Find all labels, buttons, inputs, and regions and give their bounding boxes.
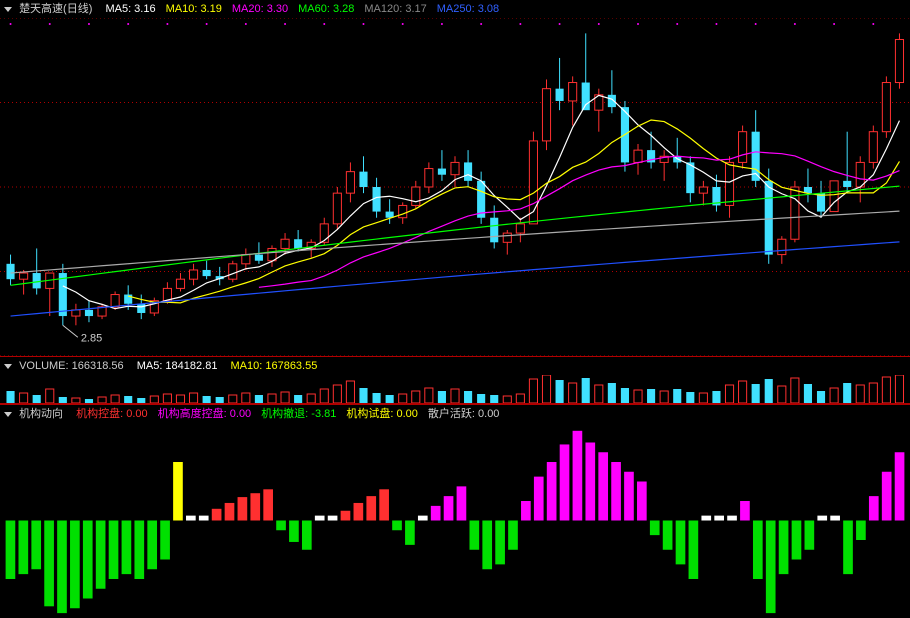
indicator-item: 机构高度控盘: 0.00 (158, 408, 252, 420)
indicator-title: 机构动向 (19, 408, 63, 420)
indicator-item: 机构试盘: 0.00 (346, 408, 418, 420)
volume-ma5: MA5: 184182.81 (137, 360, 218, 372)
ma-label: MA20: 3.30 (232, 3, 288, 15)
chevron-down-icon[interactable] (4, 412, 12, 417)
ma-label: MA10: 3.19 (166, 3, 222, 15)
ma-label: MA120: 3.17 (364, 3, 426, 15)
indicator-item: 机构撤退: -3.81 (261, 408, 336, 420)
svg-text:2.85: 2.85 (81, 332, 102, 344)
volume-title: VOLUME: (19, 360, 69, 372)
chevron-down-icon[interactable] (4, 364, 12, 369)
indicator-item: 机构控盘: 0.00 (76, 408, 148, 420)
indicator-header: 机构动向 机构控盘: 0.00 机构高度控盘: 0.00 机构撤退: -3.81 机构… (0, 404, 910, 423)
chevron-down-icon[interactable] (4, 7, 12, 12)
ma-label: MA60: 3.28 (298, 3, 354, 15)
volume-ma10: MA10: 167863.55 (231, 360, 318, 372)
volume-value: 166318.56 (72, 360, 124, 372)
stock-title: 楚天高速(日线) (19, 3, 92, 15)
indicator-item: 散户活跃: 0.00 (428, 408, 500, 420)
volume-chart[interactable] (0, 375, 910, 404)
price-chart[interactable]: 2.85 (0, 18, 910, 356)
ma-label: MA5: 3.16 (105, 3, 155, 15)
ma-label: MA250: 3.08 (437, 3, 499, 15)
main-chart-header: 楚天高速(日线) MA5: 3.16 MA10: 3.19 MA20: 3.30 MA… (0, 0, 910, 18)
volume-header: VOLUME: 166318.56 MA5: 184182.81 MA10: 1… (0, 356, 910, 375)
indicator-chart[interactable] (0, 423, 910, 618)
